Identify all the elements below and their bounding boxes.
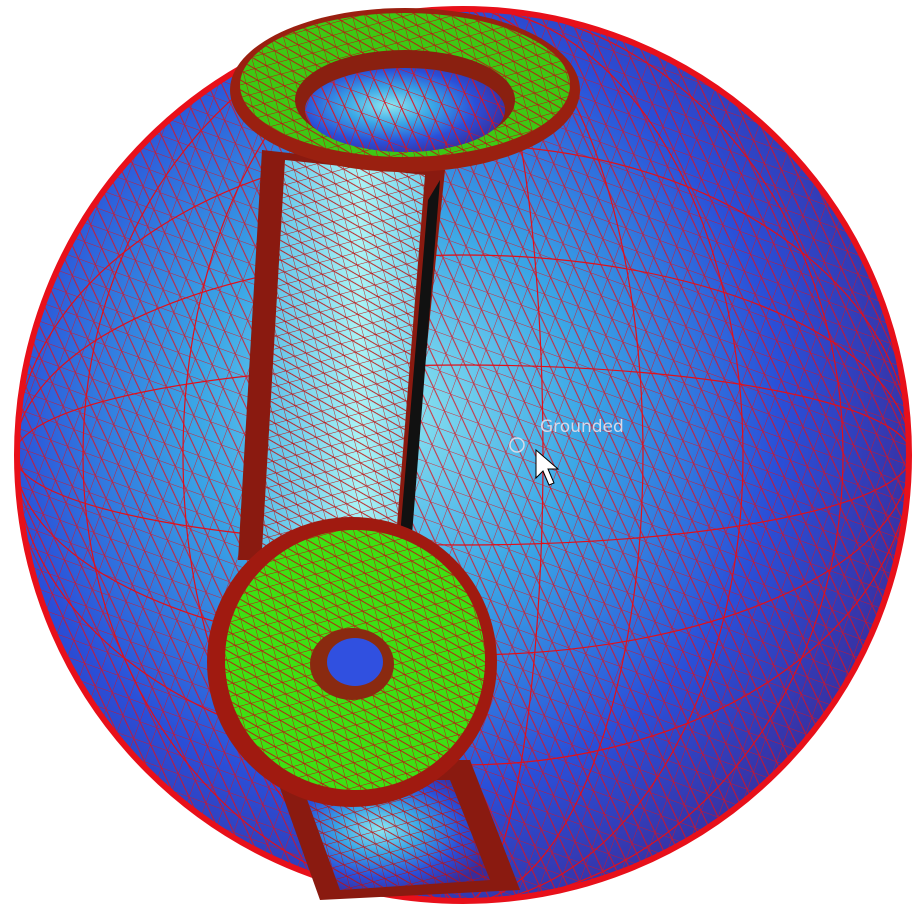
annotation-label: Grounded [540,417,624,437]
bottom-boss [207,517,497,807]
page: {"viewport": {"label": "Grounded"}} [0,0,912,909]
viewport: Grounded [0,0,912,909]
top-ring [230,8,580,172]
